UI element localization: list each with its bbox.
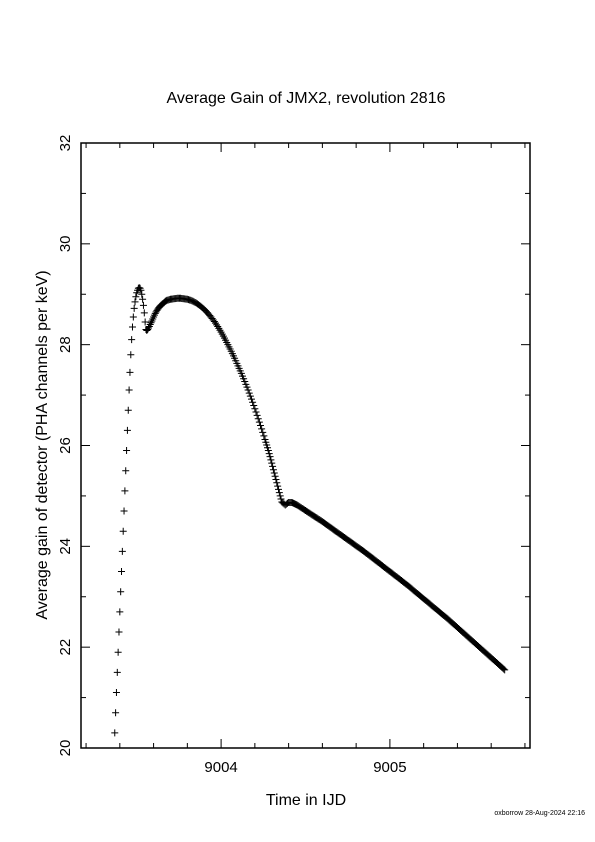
data-point	[275, 489, 283, 497]
data-point	[111, 729, 119, 737]
data-point	[131, 298, 139, 306]
data-point	[245, 389, 253, 397]
data-point	[150, 313, 158, 321]
data-point	[112, 709, 120, 717]
y-tick-label: 28	[57, 336, 74, 353]
y-axis-label: Average gain of detector (PHA channels p…	[34, 270, 51, 619]
data-point	[123, 426, 131, 434]
data-point	[253, 411, 261, 419]
plot-frame	[80, 142, 531, 749]
data-point	[147, 319, 155, 327]
data-point	[138, 290, 146, 298]
data-point	[267, 456, 275, 464]
axis-tick-labels: 20 22 24 26 28 30 32 9004 9005	[57, 135, 407, 776]
data-point	[140, 309, 148, 317]
data-point	[241, 377, 249, 385]
data-point	[119, 527, 127, 535]
chart-title: Average Gain of JMX2, revolution 2816	[167, 90, 446, 107]
data-point	[150, 311, 158, 319]
data-point	[129, 313, 137, 321]
data-point	[256, 422, 264, 430]
data-point	[144, 326, 152, 334]
footer-timestamp: oxborrow 28-Aug-2024 22:16	[494, 810, 585, 817]
data-point	[112, 689, 120, 697]
data-point	[244, 386, 252, 394]
data-point	[121, 487, 129, 495]
data-point	[151, 309, 159, 317]
data-point	[125, 386, 133, 394]
y-tick-label: 26	[57, 437, 74, 454]
data-point	[128, 323, 136, 331]
data-series	[111, 284, 509, 737]
data-point	[243, 383, 251, 391]
y-tick-label: 20	[57, 740, 74, 757]
data-point	[126, 368, 134, 376]
data-point	[213, 321, 221, 329]
data-point	[114, 648, 122, 656]
data-point	[269, 462, 277, 470]
data-point	[113, 668, 121, 676]
x-tick-label: 9005	[373, 759, 406, 776]
data-point	[259, 428, 267, 436]
data-point	[141, 318, 149, 326]
data-point	[271, 472, 279, 480]
data-point	[250, 402, 258, 410]
data-point	[122, 467, 130, 475]
data-point	[130, 304, 138, 312]
data-point	[139, 301, 147, 309]
data-point	[139, 295, 147, 303]
data-point	[115, 628, 123, 636]
data-point	[247, 395, 255, 403]
data-point	[268, 459, 276, 467]
data-point	[254, 415, 262, 423]
data-point	[265, 450, 273, 458]
data-point	[264, 447, 272, 455]
data-point	[260, 432, 268, 440]
data-point	[258, 425, 266, 433]
data-point	[132, 293, 140, 301]
y-tick-label: 22	[57, 639, 74, 656]
data-point	[146, 321, 154, 328]
data-point	[145, 324, 153, 332]
data-point	[137, 286, 145, 294]
x-axis-label: Time in IJD	[266, 792, 346, 809]
data-point	[266, 453, 274, 461]
data-point	[251, 405, 259, 413]
data-point	[274, 482, 282, 490]
data-point	[118, 547, 126, 555]
data-point	[249, 398, 257, 406]
data-point	[272, 476, 280, 484]
data-point	[120, 507, 128, 515]
data-point	[246, 392, 254, 400]
data-point	[255, 418, 263, 426]
data-point	[128, 336, 136, 344]
x-tick-label: 9004	[204, 759, 237, 776]
data-point	[252, 408, 260, 416]
data-point	[124, 406, 132, 414]
data-point	[269, 466, 277, 474]
data-point	[274, 485, 282, 493]
data-point	[127, 351, 135, 359]
data-point	[117, 588, 125, 596]
data-point	[276, 492, 284, 500]
data-point	[116, 608, 124, 616]
data-point	[500, 665, 508, 673]
data-point	[270, 469, 278, 477]
data-point	[242, 380, 250, 388]
data-point	[501, 666, 509, 674]
data-point	[277, 495, 285, 503]
y-tick-label: 30	[57, 235, 74, 252]
y-tick-label: 32	[57, 135, 74, 152]
axis-ticks	[81, 142, 530, 749]
data-point	[273, 479, 281, 487]
data-point	[118, 568, 126, 576]
data-point	[123, 447, 131, 455]
y-tick-label: 24	[57, 538, 74, 555]
